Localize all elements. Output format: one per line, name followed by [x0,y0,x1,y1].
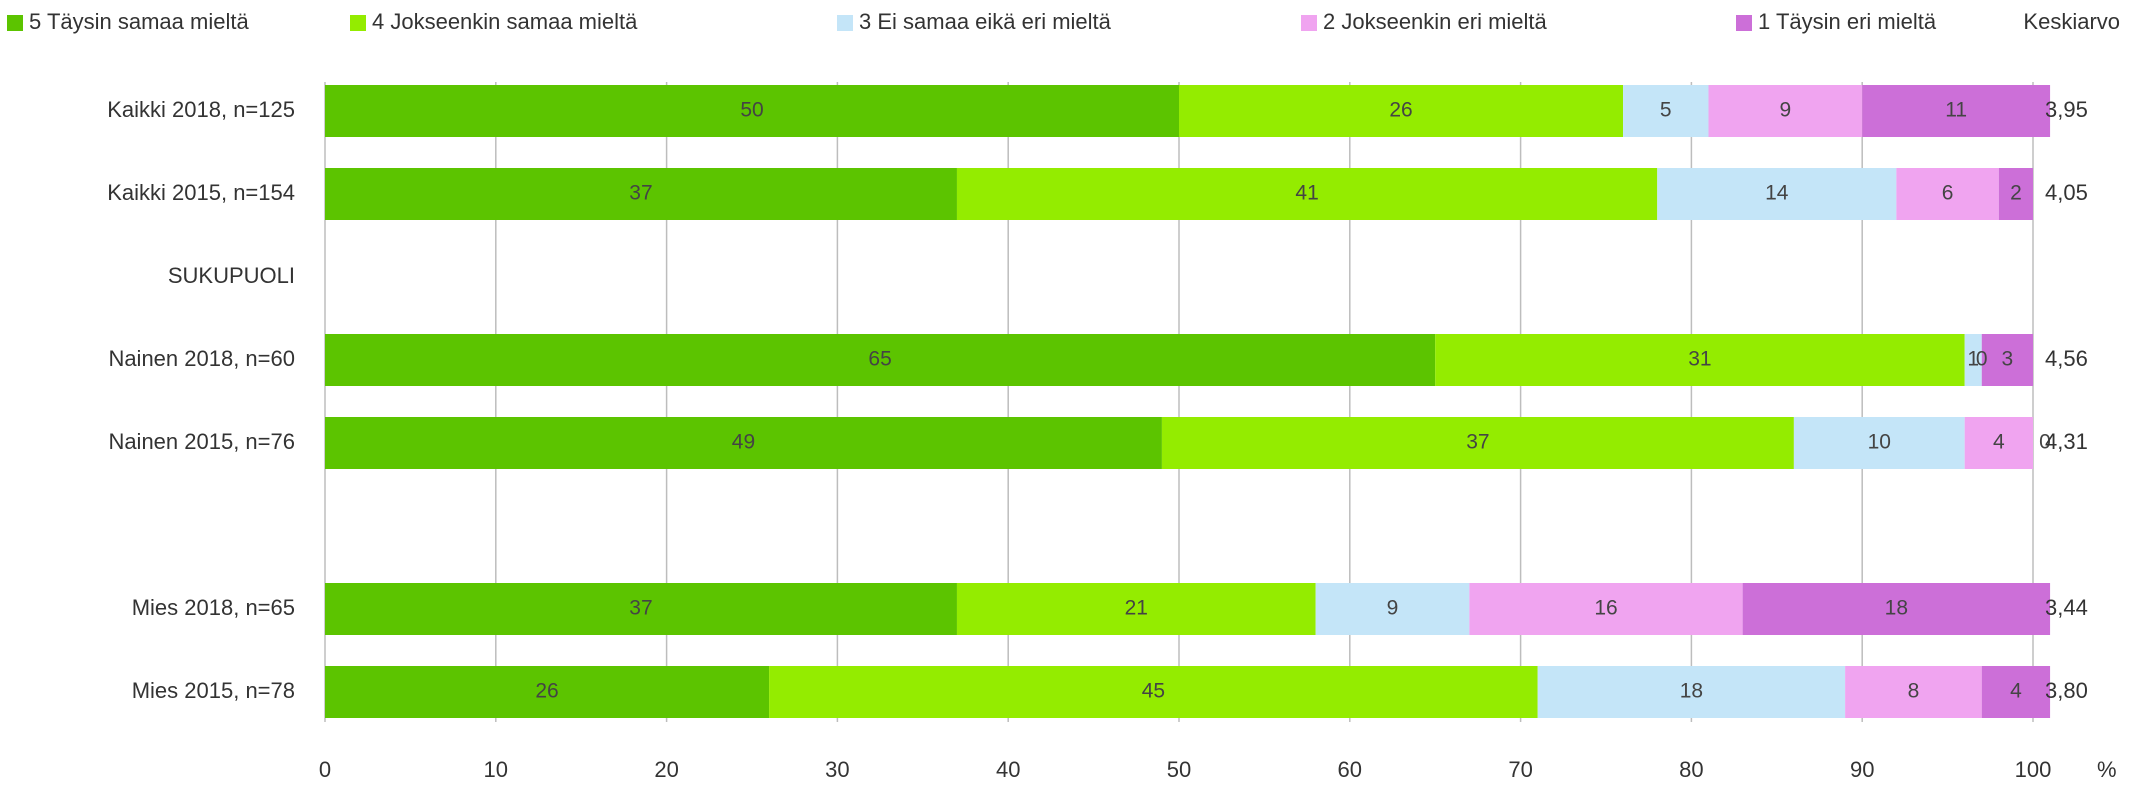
data-label: 3 [2002,348,2014,371]
bar-segment [1469,583,1743,635]
x-tick-label: 100 [2015,757,2052,782]
bar-segment [1315,583,1470,635]
data-label: 65 [868,348,891,371]
average-label: 4,56 [2045,346,2088,371]
x-tick-label: 30 [825,757,849,782]
data-label: 37 [1466,431,1489,454]
y-tick-label: Nainen 2015, n=76 [108,429,295,454]
bar-segment [1708,85,1863,137]
data-label: 18 [1885,597,1908,620]
y-tick-label: Kaikki 2018, n=125 [107,97,295,122]
data-label: 2 [2010,182,2022,205]
data-label: 50 [740,99,763,122]
bar-segment [325,417,1162,469]
bar-segment [1998,168,2033,220]
average-title: Keskiarvo [2023,9,2120,34]
data-label: 4 [2010,680,2022,703]
bar-segment [1657,168,1897,220]
bar-segment [325,583,957,635]
data-label: 49 [732,431,755,454]
x-tick-label: 20 [654,757,678,782]
x-tick-label: 80 [1679,757,1703,782]
legend-swatch [7,15,23,31]
legend-label: 1 Täysin eri mieltä [1758,9,1937,34]
data-label: 26 [535,680,558,703]
x-tick-label: 50 [1167,757,1191,782]
bars [325,85,2051,718]
data-label: 21 [1125,597,1148,620]
data-label: 37 [629,182,652,205]
bar-segment [1435,334,1965,386]
y-tick-label: Kaikki 2015, n=154 [107,180,295,205]
bar-segment [325,85,1179,137]
data-label: 0 [2039,431,2051,454]
data-label: 16 [1594,597,1617,620]
bar-segment [956,168,1658,220]
legend-swatch [1301,15,1317,31]
average-label: 4,05 [2045,180,2088,205]
data-label: 9 [1387,597,1399,620]
bar-segment [325,334,1436,386]
bar-segment [325,666,770,718]
bar-segment [1793,417,1965,469]
bar-segment [1981,334,2033,386]
x-tick-label: 90 [1850,757,1874,782]
data-label: 14 [1765,182,1789,205]
bar-segment [1896,168,1999,220]
average-label: 3,95 [2045,97,2088,122]
bar-segment [769,666,1538,718]
legend-swatch [350,15,366,31]
bar-segment [1161,417,1794,469]
x-tick-label: 60 [1338,757,1362,782]
y-tick-label: Mies 2018, n=65 [132,595,295,620]
bar-segment [1179,85,1624,137]
x-tick-label: 70 [1508,757,1532,782]
bar-segment [1862,85,2051,137]
data-label: 4 [1993,431,2005,454]
data-label: 9 [1779,99,1791,122]
average-label: 3,80 [2045,678,2088,703]
legend-label: 2 Jokseenkin eri mieltä [1323,9,1548,34]
average-label: 3,44 [2045,595,2088,620]
legend-swatch [1736,15,1752,31]
data-label: 31 [1688,348,1711,371]
y-tick-label: SUKUPUOLI [168,263,295,288]
bar-segment [1981,666,2051,718]
x-tick-label: 40 [996,757,1020,782]
x-tick-label: 0 [319,757,331,782]
y-tick-label: Mies 2015, n=78 [132,678,295,703]
data-label: 37 [629,597,652,620]
bar-segment [325,168,957,220]
legend-label: 5 Täysin samaa mieltä [29,9,249,34]
data-label: 1 [1967,348,1979,371]
bar-segment [956,583,1316,635]
data-label: 5 [1660,99,1672,122]
x-tick-label: 10 [484,757,508,782]
bar-segment [1964,334,1982,386]
data-label: 45 [1142,680,1165,703]
legend-label: 4 Jokseenkin samaa mieltä [372,9,638,34]
bar-segment [1845,666,1982,718]
bar-segment [1742,583,2051,635]
data-label: 41 [1295,182,1318,205]
data-label: 0 [1976,348,1988,371]
data-label: 8 [1908,680,1920,703]
data-label: 26 [1389,99,1412,122]
data-label: 18 [1680,680,1703,703]
bar-segment [1537,666,1846,718]
x-axis-label: % [2097,757,2117,782]
legend-swatch [837,15,853,31]
data-label: 10 [1868,431,1891,454]
data-label: 11 [1945,99,1967,122]
bar-segment [1964,417,2033,469]
data-label: 6 [1942,182,1954,205]
y-tick-label: Nainen 2018, n=60 [108,346,295,371]
legend-label: 3 Ei samaa eikä eri mieltä [859,9,1112,34]
bar-segment [1623,85,1709,137]
average-label: 4,31 [2045,429,2088,454]
